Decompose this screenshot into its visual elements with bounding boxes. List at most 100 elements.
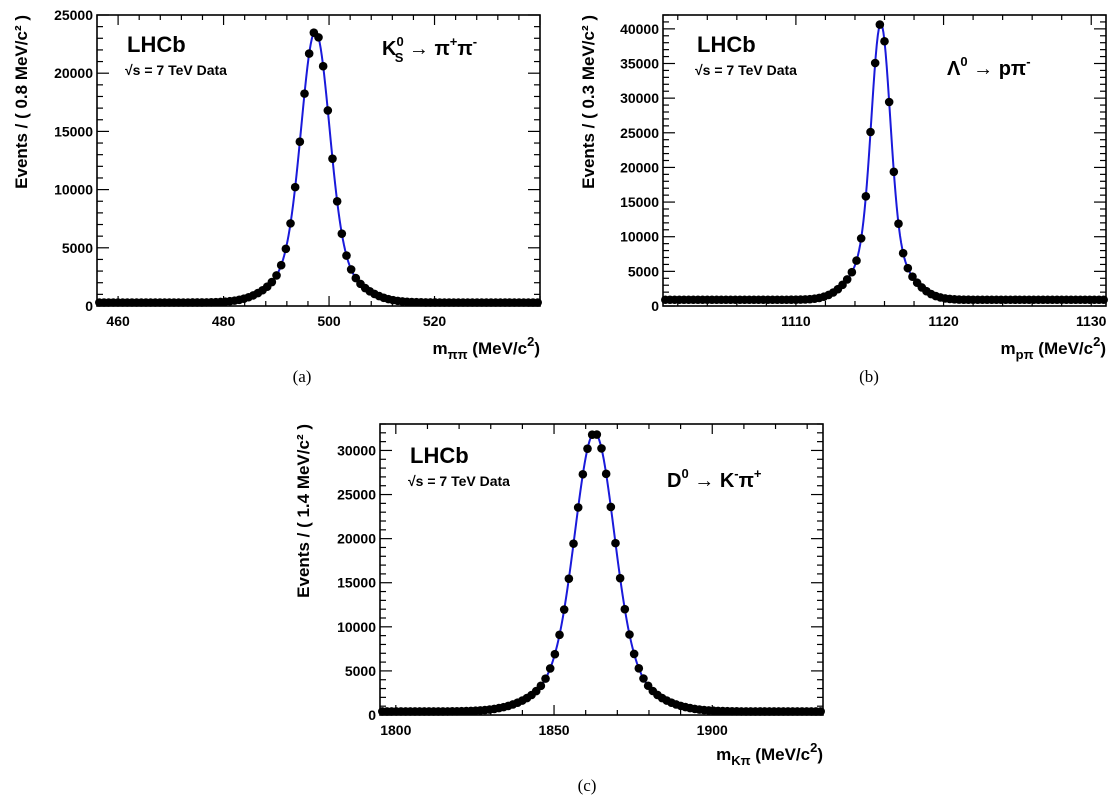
x-tick-label: 1120 xyxy=(928,313,959,329)
x-tick-label: 1110 xyxy=(781,313,811,329)
data-points xyxy=(95,28,542,307)
y-axis-label: Events / ( 1.4 MeV/c² ) xyxy=(294,424,313,598)
y-tick-label: 35000 xyxy=(620,56,659,72)
data-point xyxy=(866,127,875,137)
x-tick-label: 1130 xyxy=(1076,313,1107,329)
plot-frame xyxy=(379,423,824,716)
energy-label: √s = 7 TeV Data xyxy=(695,62,797,78)
experiment-label: LHCb xyxy=(697,32,756,57)
data-point xyxy=(290,182,300,192)
data-point xyxy=(267,277,277,287)
data-point xyxy=(346,265,356,274)
data-point xyxy=(894,219,903,229)
data-point xyxy=(884,97,894,107)
plot-frame xyxy=(96,14,541,307)
data-point xyxy=(592,430,602,439)
x-tick-label: 460 xyxy=(106,313,130,329)
data-point xyxy=(816,707,825,716)
data-point xyxy=(328,154,337,163)
y-axis-label: Events / ( 0.8 MeV/c² ) xyxy=(12,15,31,189)
x-tick-label: 500 xyxy=(317,313,341,329)
y-tick-label: 30000 xyxy=(337,442,376,458)
data-points xyxy=(378,430,825,716)
x-tick-label: 1900 xyxy=(697,722,728,738)
data-point xyxy=(629,649,639,659)
x-axis-label: mpπ (MeV/c2) xyxy=(1001,334,1106,362)
y-tick-label: 5000 xyxy=(345,663,376,679)
y-tick-label: 25000 xyxy=(337,487,376,503)
data-point xyxy=(286,219,295,228)
x-tick-label: 1850 xyxy=(538,722,569,738)
y-tick-label: 0 xyxy=(651,298,659,314)
plot-frame xyxy=(662,14,1107,307)
data-point xyxy=(533,298,542,307)
y-tick-label: 10000 xyxy=(54,182,93,198)
decay-label: K0 S → π+π- xyxy=(382,34,477,65)
data-point xyxy=(903,263,913,273)
x-axis-label: mKπ (MeV/c2) xyxy=(716,740,823,768)
data-point xyxy=(559,605,569,614)
data-point xyxy=(541,674,550,683)
data-point xyxy=(314,33,323,42)
y-tick-label: 10000 xyxy=(337,619,376,635)
y-tick-label: 15000 xyxy=(54,123,93,139)
data-point xyxy=(545,664,555,673)
data-point xyxy=(573,503,583,512)
data-point xyxy=(601,469,611,479)
data-point xyxy=(272,271,281,280)
data-point xyxy=(847,267,857,277)
x-tick-label: 520 xyxy=(423,313,447,329)
y-axis-label: Events / ( 0.3 MeV/c² ) xyxy=(579,15,598,189)
y-tick-label: 5000 xyxy=(628,263,659,279)
data-point xyxy=(898,248,908,258)
panel-caption: (a) xyxy=(293,367,312,386)
data-point xyxy=(634,663,644,673)
y-tick-label: 20000 xyxy=(54,65,93,81)
data-point xyxy=(852,256,861,265)
x-axis-label: mππ (MeV/c2) xyxy=(433,334,540,362)
data-point xyxy=(639,674,648,683)
data-point xyxy=(842,275,852,284)
y-tick-label: 0 xyxy=(85,298,93,314)
data-point xyxy=(597,444,606,453)
y-tick-label: 20000 xyxy=(337,531,376,547)
y-tick-label: 15000 xyxy=(337,575,376,591)
data-point xyxy=(583,444,592,453)
data-point xyxy=(856,234,866,243)
data-point xyxy=(880,36,889,46)
experiment-label: LHCb xyxy=(127,32,186,57)
data-point xyxy=(351,273,361,283)
y-tick-label: 25000 xyxy=(54,7,93,23)
energy-label: √s = 7 TeV Data xyxy=(125,62,227,78)
decay-label: Λ0 → pπ- xyxy=(947,54,1031,80)
data-point xyxy=(276,260,286,270)
panel-caption: (b) xyxy=(859,367,879,386)
x-tick-label: 480 xyxy=(212,313,236,329)
data-point xyxy=(300,89,309,98)
data-point xyxy=(889,167,899,177)
panel-a: 460 480 500 520 0 5000 10000 15000 20000 25000 LHC… xyxy=(12,7,542,386)
data-point xyxy=(615,573,625,583)
data-point xyxy=(861,192,871,201)
x-tick-label: 1800 xyxy=(380,722,411,738)
energy-label: √s = 7 TeV Data xyxy=(408,473,510,489)
data-point xyxy=(332,197,342,206)
data-point xyxy=(555,630,564,640)
data-point xyxy=(620,604,630,614)
panel-c: 1800 1850 1900 0 5000 10000 15000 20000 25000 300… xyxy=(294,423,825,795)
y-tick-label: 10000 xyxy=(620,229,659,245)
data-point xyxy=(578,469,588,479)
decay-label: D0 → K-π+ xyxy=(667,466,762,492)
data-point xyxy=(564,574,574,583)
y-tick-label: 25000 xyxy=(620,125,659,141)
data-point xyxy=(323,106,333,115)
data-point xyxy=(281,244,291,254)
data-point xyxy=(337,229,347,238)
y-tick-label: 40000 xyxy=(620,21,659,37)
data-point xyxy=(870,58,880,68)
y-tick-label: 20000 xyxy=(620,159,659,175)
y-tick-label: 15000 xyxy=(620,194,659,210)
experiment-label: LHCb xyxy=(410,443,469,468)
panel-caption: (c) xyxy=(578,776,597,795)
